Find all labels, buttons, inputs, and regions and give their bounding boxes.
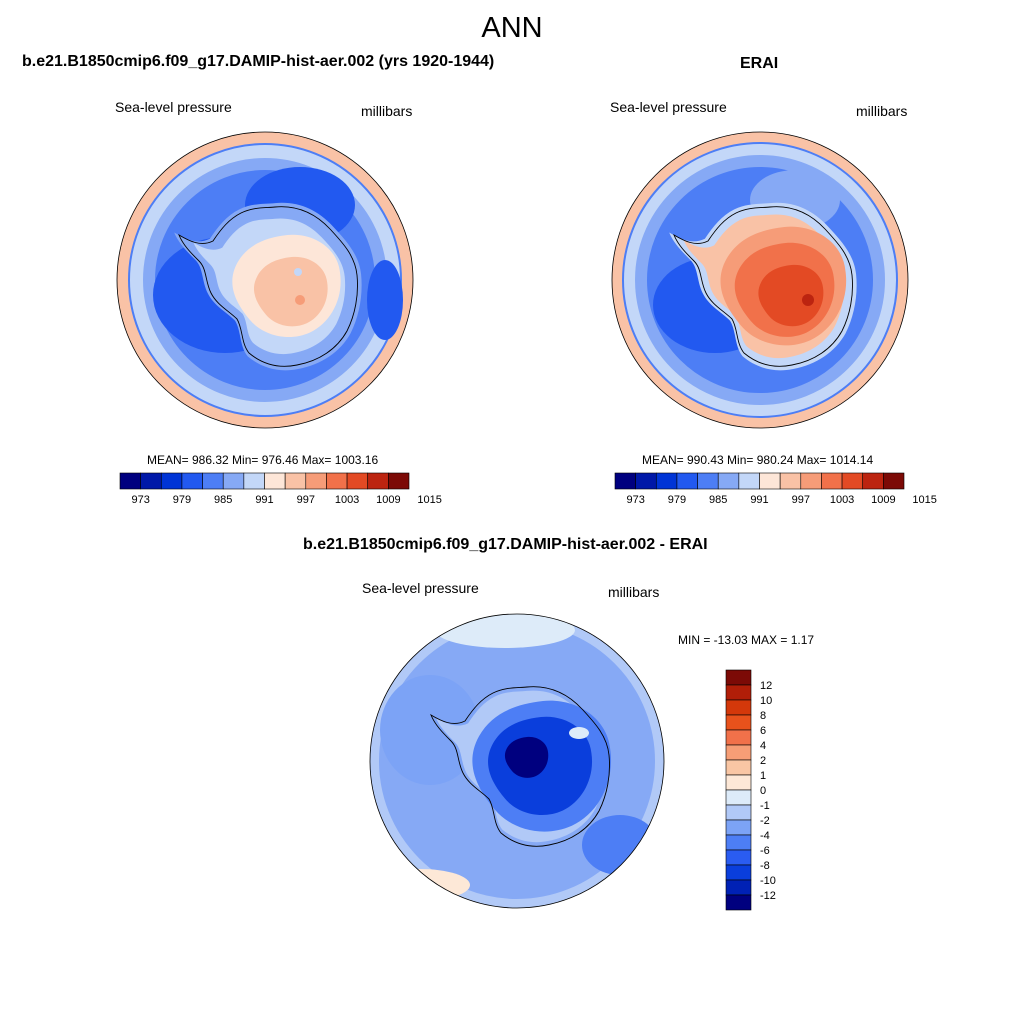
panel-2-title: ERAI [740,55,779,72]
panel-2-map [612,132,908,428]
panel-1-colorbar-tick-label: 991 [255,494,273,506]
panel-1-colorbar-swatch [305,472,327,490]
panel-3-colorbar-tick-label: -12 [760,890,776,902]
panel-3-colorbar-tick-label: 10 [760,695,772,707]
panel-3-colorbar-swatch [725,789,752,806]
panel-2-left-label: Sea-level pressure [610,99,727,115]
panel-1-colorbar-swatch [367,472,389,490]
panel-2-colorbar-tick-label: 997 [792,494,810,506]
panel-3-title: b.e21.B1850cmip6.f09_g17.DAMIP-hist-aer.… [303,536,708,553]
panel-1-colorbar-swatch [119,472,141,490]
panel-3-colorbar-tick-label: -8 [760,860,770,872]
panel-1-colorbar-swatch [326,472,348,490]
panel-2-colorbar-swatch [697,472,719,490]
panel-3-colorbar-swatch [725,834,752,851]
panel-3-colorbar-swatch [725,729,752,746]
panel-3-colorbar-swatch [725,894,752,911]
panel-2-colorbar-swatch [717,472,740,490]
panel-1-colorbar-swatch [388,472,410,490]
panel-3-colorbar-tick-label: 12 [760,680,772,692]
panel-3-colorbar-swatch [725,669,752,686]
panel-3-colorbar-tick-label: 2 [760,755,766,767]
panel-3-colorbar-tick-label: -10 [760,875,776,887]
panel-2-colorbar-tick-label: 973 [626,494,644,506]
panel-1-colorbar-swatch [181,472,203,490]
panel-1-colorbar-swatch [346,472,369,490]
panel-3-colorbar-swatch [725,849,752,866]
panel-1-left-label: Sea-level pressure [115,99,232,115]
panel-3-colorbar-tick-label: -6 [760,845,770,857]
panel-3-colorbar-tick-label: 8 [760,710,766,722]
panel-1-right-label: millibars [361,103,413,119]
panel-1-colorbar-tick-label: 985 [214,494,232,506]
panel-1-colorbar-tick-label: 1009 [376,494,400,506]
panel-1-colorbar: 973 979 985 991 997 1003 1009 1015 [119,472,442,506]
panel-2-colorbar-tick-label: 1003 [830,494,854,506]
panel-2-colorbar-swatch [738,472,760,490]
panel-3-colorbar-swatch [725,864,752,881]
panel-2-colorbar-tick-label: 985 [709,494,727,506]
panel-2-colorbar: 973 979 985 991 997 1003 1009 1015 [614,472,937,506]
panel-2-colorbar-tick-label: 979 [668,494,686,506]
panel-2-colorbar-swatch [779,472,802,490]
panel-1-colorbar-swatch [160,472,183,490]
panel-3-colorbar-tick-label: -4 [760,830,770,842]
panel-2-colorbar-swatch [676,472,698,490]
page-title: ANN [481,12,543,44]
panel-3-colorbar-swatch [725,714,752,731]
panel-1-colorbar-swatch [202,472,224,490]
panel-3-colorbar-tick-label: -2 [760,815,770,827]
panel-1-colorbar-swatch [140,472,162,490]
panel-2-colorbar-swatch [614,472,636,490]
panel-3-colorbar-tick-label: -1 [760,800,770,812]
panel-1-stats: MEAN= 986.32 Min= 976.46 Max= 1003.16 [147,453,379,467]
panel-2-colorbar-swatch [862,472,884,490]
panel-1-colorbar-swatch [222,472,245,490]
panel-3-colorbar-swatch [725,879,752,896]
panel-2-colorbar-swatch [841,472,864,490]
panel-1-colorbar-tick-label: 1003 [335,494,359,506]
panel-1-colorbar-tick-label: 1015 [417,494,441,506]
panel-3-colorbar-tick-label: 6 [760,725,766,737]
panel-1-colorbar-tick-label: 979 [173,494,191,506]
panel-1-colorbar-tick-label: 997 [297,494,315,506]
panel-2-colorbar-tick-label: 991 [750,494,768,506]
panel-2-colorbar-swatch [883,472,905,490]
panel-2-colorbar-tick-label: 1015 [912,494,936,506]
panel-3-colorbar-tick-label: 1 [760,770,766,782]
panel-1-map [117,132,413,428]
panel-3-colorbar-swatch [725,774,752,791]
panel-3-colorbar-swatch [725,684,752,701]
panel-2-colorbar-swatch [821,472,843,490]
panel-3-colorbar-swatch [725,744,752,761]
panel-3-colorbar-tick-label: 4 [760,740,766,752]
panel-1-colorbar-swatch [264,472,286,490]
panel-3-colorbar-swatch [725,819,752,836]
panel-2-colorbar-swatch [655,472,678,490]
panel-3-colorbar-tick-label: 0 [760,785,766,797]
panel-3-left-label: Sea-level pressure [362,580,479,596]
panel-2-colorbar-swatch [635,472,657,490]
panel-3-colorbar-swatch [725,804,752,821]
panel-3-stats: MIN = -13.03 MAX = 1.17 [678,633,815,647]
panel-1-colorbar-swatch [243,472,265,490]
panel-2-right-label: millibars [856,103,908,119]
panel-2-colorbar-tick-label: 1009 [871,494,895,506]
panel-3-right-label: millibars [608,584,660,600]
panel-1-title: b.e21.B1850cmip6.f09_g17.DAMIP-hist-aer.… [22,53,495,70]
panel-3-colorbar-swatch [725,759,752,776]
panel-2-stats: MEAN= 990.43 Min= 980.24 Max= 1014.14 [642,453,874,467]
panel-3-colorbar-swatch [725,699,752,716]
panel-1-colorbar-swatch [284,472,307,490]
panel-1-colorbar-tick-label: 973 [131,494,149,506]
panel-2-colorbar-swatch [759,472,781,490]
panel-2-colorbar-swatch [800,472,822,490]
